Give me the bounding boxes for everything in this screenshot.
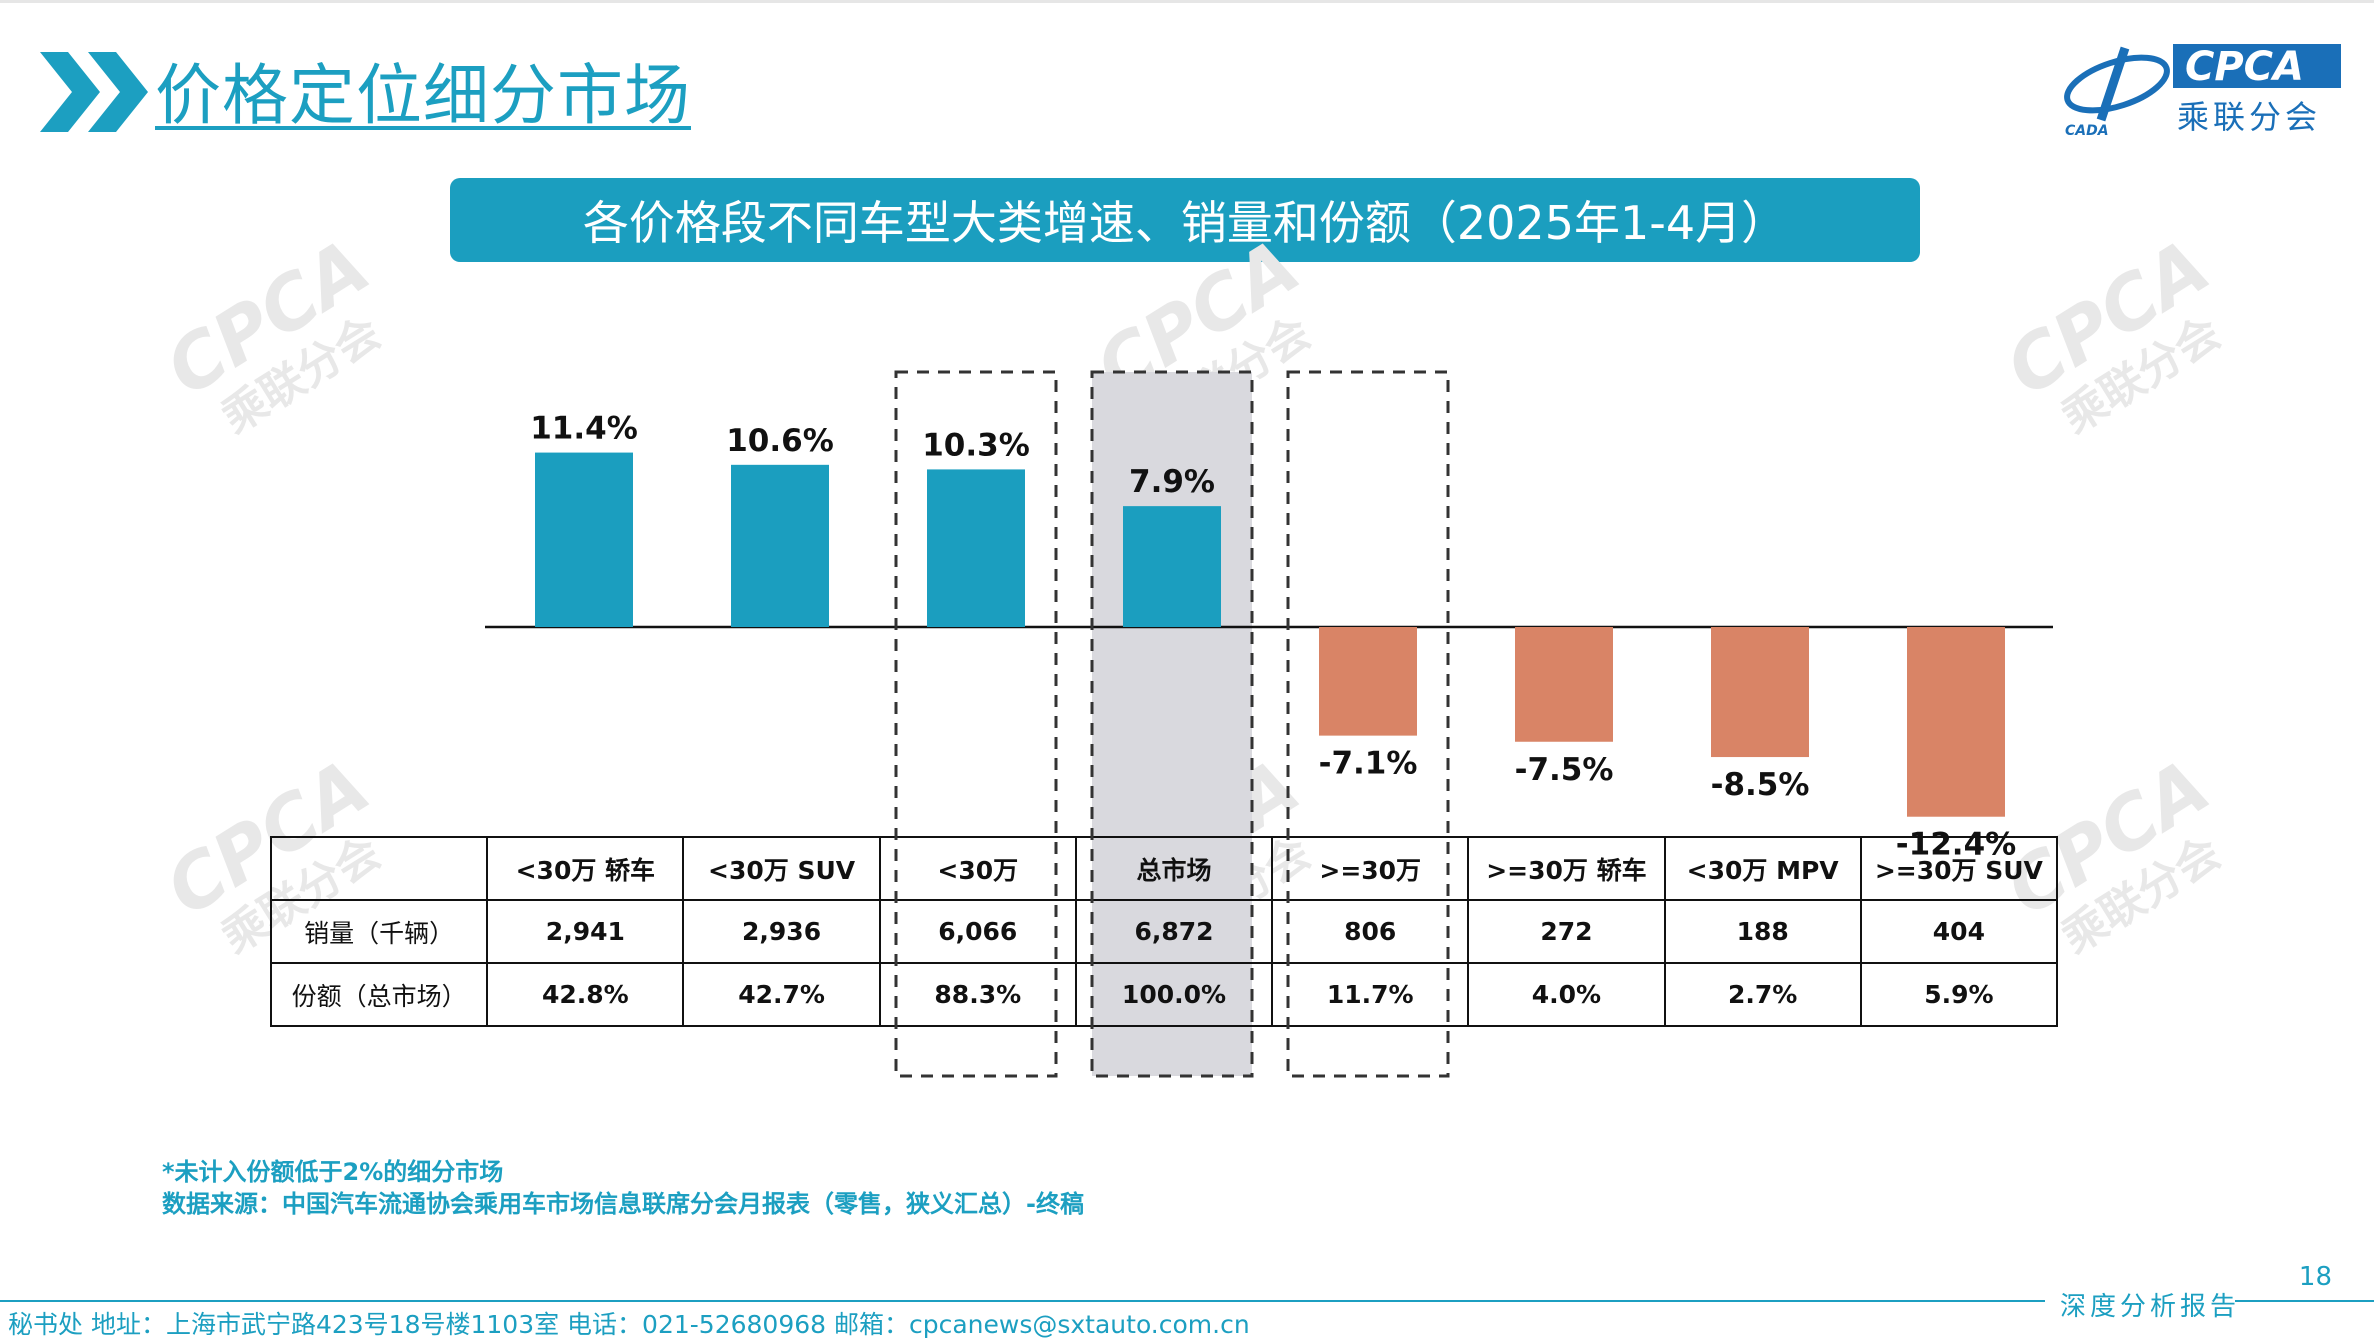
data-label: -8.5% xyxy=(1711,767,1810,803)
data-label: 7.9% xyxy=(1129,464,1215,500)
data-label: 10.6% xyxy=(726,423,834,459)
data-label: 10.3% xyxy=(922,427,1030,463)
table-header-cell: >=30万 SUV xyxy=(1859,836,2059,901)
share-cell: 4.0% xyxy=(1467,962,1666,1027)
table-header-cell: 总市场 xyxy=(1074,836,1274,901)
logo-sub-text: 乘联分会 xyxy=(2177,98,2321,136)
bar xyxy=(927,469,1025,627)
bar xyxy=(1123,506,1221,627)
share-cell: 42.8% xyxy=(486,962,685,1027)
chevron-right-icon xyxy=(40,52,148,132)
logo-text: CPCA xyxy=(2185,44,2304,90)
sales-cell: 6,872 xyxy=(1074,899,1274,964)
bar xyxy=(731,464,829,627)
bar xyxy=(1907,627,2005,817)
share-cell: 42.7% xyxy=(682,962,881,1027)
share-cell: 11.7% xyxy=(1271,962,1470,1027)
bar xyxy=(1515,627,1613,742)
sales-cell: 2,941 xyxy=(486,899,685,964)
sales-cell: 6,066 xyxy=(878,899,1077,964)
sales-cell: 806 xyxy=(1271,899,1470,964)
table-header-cell: >=30万 xyxy=(1271,836,1470,901)
share-cell: 5.9% xyxy=(1859,962,2059,1027)
data-label: 11.4% xyxy=(530,411,638,447)
cpca-logo: CADA CPCA 乘联分会 xyxy=(2064,44,2341,139)
row-label-sales: 销量（千辆） xyxy=(269,899,489,964)
bar xyxy=(1319,627,1417,736)
footnotes: *未计入份额低于2%的细分市场 数据来源：中国汽车流通协会乘用车市场信息联席分会… xyxy=(162,1156,1084,1220)
table-row: 份额（总市场） 42.8% 42.7% 88.3% 100.0% 11.7% 4… xyxy=(269,962,2059,1027)
table-header-cell: <30万 xyxy=(878,836,1077,901)
sales-cell: 272 xyxy=(1467,899,1666,964)
share-cell: 88.3% xyxy=(878,962,1077,1027)
share-cell: 100.0% xyxy=(1074,962,1274,1027)
data-label: -7.1% xyxy=(1319,746,1418,782)
data-label: -7.5% xyxy=(1515,752,1614,788)
footnote-exclusion: *未计入份额低于2%的细分市场 xyxy=(162,1158,504,1186)
footer-divider-right xyxy=(2235,1300,2374,1302)
top-border xyxy=(0,0,2374,3)
bar xyxy=(535,452,633,627)
table-header-cell: <30万 SUV xyxy=(682,836,881,901)
table-row: 销量（千辆） 2,941 2,936 6,066 6,872 806 272 1… xyxy=(269,899,2059,964)
sales-cell: 404 xyxy=(1859,899,2059,964)
bar xyxy=(1711,627,1809,758)
table-header-cell: <30万 轿车 xyxy=(486,836,685,901)
report-type-label: 深度分析报告 xyxy=(2060,1292,2241,1322)
table-corner xyxy=(269,836,489,901)
footnote-source: 数据来源：中国汽车流通协会乘用车市场信息联席分会月报表（零售，狭义汇总）-终稿 xyxy=(162,1190,1084,1218)
sales-cell: 2,936 xyxy=(682,899,881,964)
contact-info: 秘书处 地址：上海市武宁路423号18号楼1103室 电话：021-526809… xyxy=(8,1310,1250,1339)
chart-title-banner: 各价格段不同车型大类增速、销量和份额（2025年1-4月） xyxy=(450,178,1920,262)
table-header-cell: >=30万 轿车 xyxy=(1467,836,1666,901)
table-header-row: <30万 轿车 <30万 SUV <30万 总市场 >=30万 >=30万 轿车… xyxy=(269,836,2059,901)
row-label-share: 份额（总市场） xyxy=(269,962,489,1027)
share-cell: 2.7% xyxy=(1663,962,1862,1027)
page-number: 18 xyxy=(2298,1262,2332,1292)
chart-title: 各价格段不同车型大类增速、销量和份额（2025年1-4月） xyxy=(582,196,1788,250)
sales-cell: 188 xyxy=(1663,899,1862,964)
logo-mark-text: CADA xyxy=(2065,123,2109,139)
page-title: 价格定位细分市场 xyxy=(155,57,691,134)
sales-share-table: <30万 轿车 <30万 SUV <30万 总市场 >=30万 >=30万 轿车… xyxy=(269,836,2059,1027)
table-header-cell: <30万 MPV xyxy=(1663,836,1862,901)
footer-divider xyxy=(0,1300,2045,1302)
